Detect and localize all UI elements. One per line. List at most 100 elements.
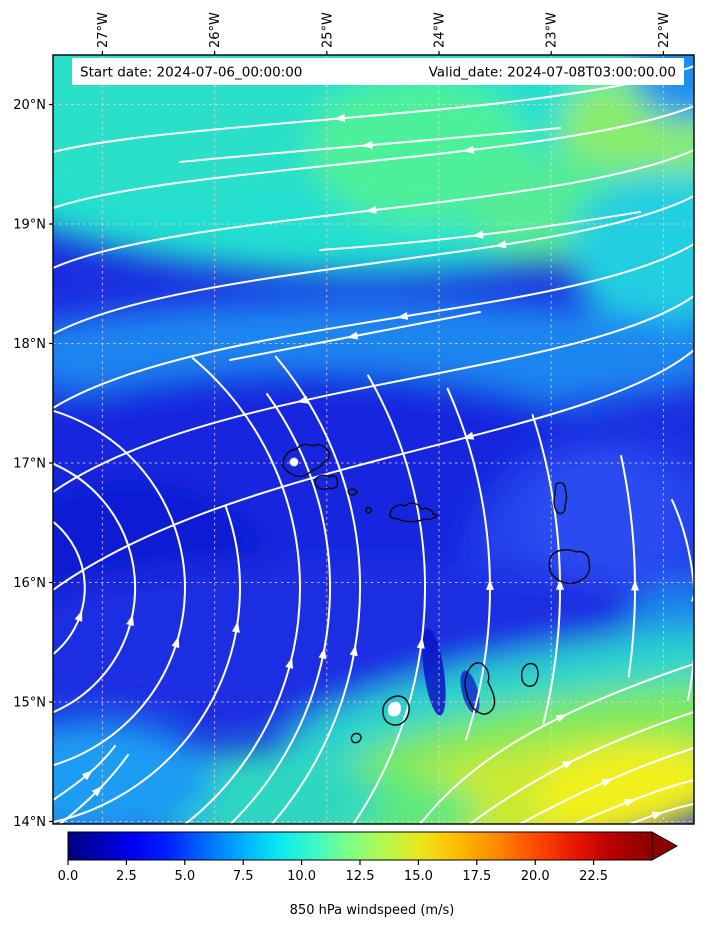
streamline xyxy=(53,105,694,209)
valid-date-label: Valid_date: 2024-07-08T03:00:00.00 xyxy=(429,65,676,81)
streamline-arrowhead xyxy=(318,647,327,660)
x-tick-label: 22°W xyxy=(657,12,672,48)
streamline xyxy=(53,409,186,767)
y-axis xyxy=(49,103,53,823)
island-coastline xyxy=(347,488,358,496)
island-coastline xyxy=(282,443,331,478)
coastlines xyxy=(282,443,591,744)
y-tick-label: 14°N xyxy=(13,815,46,830)
colorbar-tick-labels: 0.0 2.5 5.0 7.5 10.0 12.5 15.0 17.5 20.0… xyxy=(58,869,608,884)
streamline xyxy=(53,243,694,409)
cb-tick-label: 7.5 xyxy=(233,869,254,884)
colorbar-axis-label: 850 hPa windspeed (m/s) xyxy=(290,903,455,918)
streamline-arrowhead xyxy=(624,799,636,807)
island-coastline xyxy=(553,481,568,515)
streamline xyxy=(469,711,694,824)
x-tick-label: 27°W xyxy=(96,12,111,48)
streamline xyxy=(229,393,331,824)
streamline-arrowhead xyxy=(81,770,93,781)
streamline xyxy=(531,414,562,725)
streamline-arrowhead xyxy=(416,637,425,649)
streamline-arrowhead xyxy=(462,145,475,154)
cb-tick-label: 10.0 xyxy=(287,869,316,884)
island-coastline xyxy=(382,695,410,726)
island-coastline xyxy=(520,662,539,687)
island-coastline xyxy=(314,474,339,490)
streamline xyxy=(629,803,694,824)
streamline-arrowhead xyxy=(365,205,377,214)
x-axis xyxy=(101,51,665,55)
y-tick-label: 20°N xyxy=(13,98,46,113)
cb-tick-label: 0.0 xyxy=(58,869,79,884)
streamline-arrowhead xyxy=(472,230,484,239)
colorbar-gradient xyxy=(67,831,653,861)
island-coastline xyxy=(350,732,362,744)
map-plot-area xyxy=(53,55,694,824)
y-tick-label: 17°N xyxy=(13,457,46,472)
streamline-arrowhead xyxy=(349,644,358,657)
island-coastline xyxy=(464,662,496,715)
streamline-arrowhead xyxy=(74,610,83,622)
cb-tick-label: 2.5 xyxy=(116,869,137,884)
cb-tick-label: 22.5 xyxy=(579,869,608,884)
title-strip xyxy=(72,58,684,85)
streamline-arrowhead xyxy=(555,713,568,723)
x-tick-label: 26°W xyxy=(208,12,223,48)
streamline-arrowhead xyxy=(285,657,294,669)
cb-tick-label: 17.5 xyxy=(462,869,491,884)
streamline xyxy=(53,295,694,493)
x-tick-label: 23°W xyxy=(545,12,560,48)
streamline-arrowhead xyxy=(91,785,103,797)
streamline-arrowhead xyxy=(462,431,475,440)
streamline xyxy=(270,355,362,824)
start-date-label: Start date: 2024-07-06_00:00:00 xyxy=(80,65,302,81)
streamline-arrowhead xyxy=(601,778,614,787)
graticule xyxy=(53,55,694,824)
colorbar-ticks xyxy=(67,860,595,865)
cb-tick-label: 15.0 xyxy=(404,869,433,884)
streamline-arrowhead xyxy=(171,636,180,649)
streamline xyxy=(419,663,694,824)
island-coastline xyxy=(389,502,438,523)
cb-tick-label: 20.0 xyxy=(521,869,550,884)
streamline-arrowhead xyxy=(485,578,494,590)
y-axis-labels: 20°N 19°N 18°N 17°N 16°N 15°N 14°N xyxy=(13,98,46,830)
streamline xyxy=(519,747,694,824)
streamline xyxy=(352,374,427,824)
y-tick-label: 18°N xyxy=(13,337,46,352)
streamline-arrowhead xyxy=(494,240,507,249)
streamline-arrowhead xyxy=(346,331,359,340)
streamline-arrowhead xyxy=(296,395,309,404)
cb-tick-label: 5.0 xyxy=(174,869,195,884)
streamline-arrowhead xyxy=(396,311,409,320)
streamline-arrowhead xyxy=(562,760,574,770)
location-marker-dot xyxy=(289,457,299,467)
streamline-arrowhead xyxy=(651,811,664,820)
streamline xyxy=(620,455,636,678)
island-coastline xyxy=(365,506,372,514)
cb-tick-label: 12.5 xyxy=(346,869,375,884)
y-tick-label: 15°N xyxy=(13,696,46,711)
x-axis-labels: 27°W 26°W 25°W 24°W 23°W 22°W xyxy=(96,12,672,48)
y-tick-label: 16°N xyxy=(13,576,46,591)
streamline xyxy=(53,462,137,714)
colorbar: 0.0 2.5 5.0 7.5 10.0 12.5 15.0 17.5 20.0… xyxy=(58,831,679,918)
streamline-arrowhead xyxy=(232,621,240,633)
streamline xyxy=(446,387,491,741)
masked-terrain-patch xyxy=(387,701,401,717)
streamline xyxy=(53,195,694,335)
streamline-arrowhead xyxy=(556,578,565,590)
streamline xyxy=(53,504,241,824)
island-coastline xyxy=(548,548,591,584)
x-tick-label: 25°W xyxy=(321,12,336,48)
x-tick-label: 24°W xyxy=(433,12,448,48)
streamline xyxy=(183,357,301,824)
streamline-arrowhead xyxy=(630,579,639,591)
streamline xyxy=(574,779,694,824)
plot-border xyxy=(52,54,695,825)
streamline-arrowhead xyxy=(333,114,346,123)
windspeed-field xyxy=(53,55,694,824)
streamline-arrowhead xyxy=(361,140,373,149)
